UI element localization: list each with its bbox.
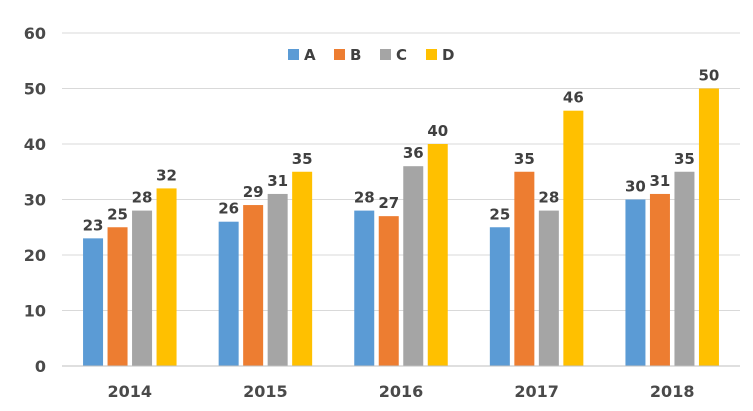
bar-A-2015 bbox=[218, 221, 239, 366]
data-label-B-2017: 35 bbox=[514, 150, 535, 168]
data-label-A-2018: 30 bbox=[625, 178, 646, 196]
data-label-A-2017: 25 bbox=[489, 205, 510, 223]
bar-C-2015 bbox=[267, 193, 288, 366]
bar-B-2016 bbox=[378, 216, 399, 366]
legend-swatch-A bbox=[288, 49, 299, 60]
bar-B-2014 bbox=[107, 227, 128, 366]
data-label-C-2014: 28 bbox=[132, 189, 153, 207]
data-label-C-2017: 28 bbox=[538, 189, 559, 207]
y-tick-label: 60 bbox=[24, 24, 46, 43]
legend-label-A: A bbox=[304, 46, 316, 64]
legend-label-D: D bbox=[442, 46, 454, 64]
x-tick-label: 2017 bbox=[514, 382, 559, 401]
data-label-D-2014: 32 bbox=[156, 166, 177, 184]
data-label-A-2016: 28 bbox=[354, 189, 375, 207]
y-tick-label: 40 bbox=[24, 135, 46, 154]
bar-C-2014 bbox=[132, 210, 153, 366]
data-label-A-2015: 26 bbox=[218, 200, 239, 218]
x-tick-label: 2015 bbox=[243, 382, 288, 401]
data-label-D-2015: 35 bbox=[292, 150, 313, 168]
data-label-B-2018: 31 bbox=[650, 172, 671, 190]
x-axis: 2014 2015 2016 2017 2018 bbox=[62, 365, 740, 401]
bar-B-2017 bbox=[514, 171, 535, 366]
x-tick-label: 2018 bbox=[650, 382, 695, 401]
data-label-C-2018: 35 bbox=[674, 150, 695, 168]
y-axis: 0 10 20 30 40 50 60 bbox=[24, 24, 46, 376]
legend-label-C: C bbox=[396, 46, 407, 64]
legend-swatch-B bbox=[334, 49, 345, 60]
data-label-D-2017: 46 bbox=[563, 89, 584, 107]
legend-label-B: B bbox=[350, 46, 361, 64]
data-label-D-2018: 50 bbox=[699, 67, 720, 85]
y-tick-label: 10 bbox=[24, 302, 46, 321]
data-label-B-2014: 25 bbox=[107, 205, 128, 223]
data-label-A-2014: 23 bbox=[83, 216, 104, 234]
y-tick-label: 30 bbox=[24, 191, 46, 210]
x-tick-label: 2014 bbox=[108, 382, 153, 401]
bar-C-2017 bbox=[538, 210, 559, 366]
y-tick-label: 20 bbox=[24, 246, 46, 265]
bar-D-2016 bbox=[427, 144, 448, 366]
y-tick-label: 0 bbox=[35, 357, 46, 376]
data-label-D-2016: 40 bbox=[427, 122, 448, 140]
bar-C-2016 bbox=[403, 166, 424, 366]
data-label-B-2016: 27 bbox=[378, 194, 399, 212]
bar-A-2014 bbox=[83, 238, 104, 366]
legend-swatch-C bbox=[380, 49, 391, 60]
bar-B-2015 bbox=[243, 205, 264, 366]
bar-A-2018 bbox=[625, 199, 646, 366]
legend-swatch-D bbox=[426, 49, 437, 60]
bar-D-2018 bbox=[698, 88, 719, 366]
bar-D-2015 bbox=[292, 171, 313, 366]
bar-B-2018 bbox=[649, 193, 670, 366]
bar-D-2014 bbox=[156, 188, 177, 366]
bars bbox=[83, 88, 719, 366]
data-label-C-2016: 36 bbox=[403, 144, 424, 162]
y-tick-label: 50 bbox=[24, 80, 46, 99]
x-tick-label: 2016 bbox=[379, 382, 424, 401]
bar-A-2016 bbox=[354, 210, 375, 366]
bar-C-2018 bbox=[674, 171, 695, 366]
data-label-B-2015: 29 bbox=[243, 183, 264, 201]
bar-D-2017 bbox=[563, 110, 584, 366]
legend: A B C D bbox=[288, 46, 454, 64]
data-label-C-2015: 31 bbox=[267, 172, 288, 190]
bar-A-2017 bbox=[489, 227, 510, 366]
